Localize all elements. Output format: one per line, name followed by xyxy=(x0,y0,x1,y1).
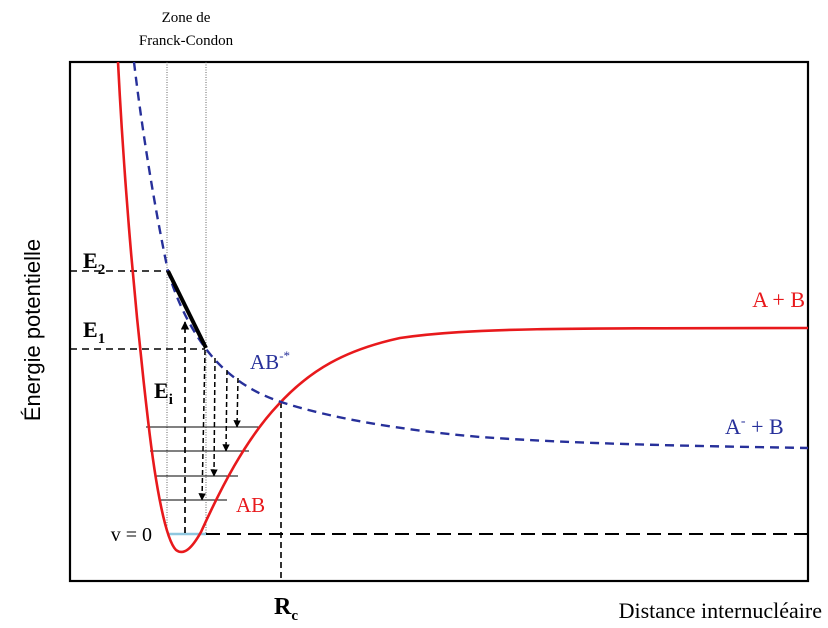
vibrational-levels xyxy=(146,426,261,501)
ei-main: E xyxy=(154,378,169,403)
e1-main: E xyxy=(83,317,98,342)
relaxation-arrows xyxy=(198,349,241,501)
ei-label: Ei xyxy=(154,378,173,408)
ab-star-superscript: -* xyxy=(279,348,290,363)
ab-label: AB xyxy=(236,493,265,517)
v0-label: v = 0 xyxy=(111,524,152,546)
franck-condon-segment xyxy=(166,270,208,349)
e2-label: E2 xyxy=(83,248,105,278)
e1-label: E1 xyxy=(83,317,105,347)
relaxation-arrow-3 xyxy=(222,369,230,452)
y-axis-label: Énergie potentielle xyxy=(20,239,45,421)
relaxation-arrow-4 xyxy=(233,377,241,428)
a-minus-a: A xyxy=(725,414,741,439)
relaxation-arrow-1 xyxy=(198,349,206,501)
ab-star-main: AB xyxy=(250,350,279,374)
e1-subscript: 1 xyxy=(98,331,106,347)
a-plus-b-label: A + B xyxy=(752,287,805,312)
ab-bound-curve xyxy=(116,61,809,554)
a-minus-superscript: - xyxy=(741,414,746,429)
e2-main: E xyxy=(83,248,98,273)
relaxation-arrow-2 xyxy=(210,357,218,477)
x-axis-label: Distance internucléaire xyxy=(619,598,822,623)
e2-subscript: 2 xyxy=(98,262,106,278)
rc-label: Rc xyxy=(274,594,298,624)
ab-star-repulsive-curve xyxy=(132,61,809,450)
rc-subscript: c xyxy=(291,608,298,624)
ab-star-label: AB-* xyxy=(250,348,290,374)
ei-subscript: i xyxy=(169,392,173,408)
a-minus-plus-b-label: A- + B xyxy=(725,414,784,439)
zone-label-line2: Franck-Condon xyxy=(139,33,234,49)
plot-frame xyxy=(68,60,810,583)
zone-label-line1: Zone de xyxy=(162,10,211,26)
a-minus-rest: + B xyxy=(746,414,784,439)
rc-main: R xyxy=(274,594,292,620)
